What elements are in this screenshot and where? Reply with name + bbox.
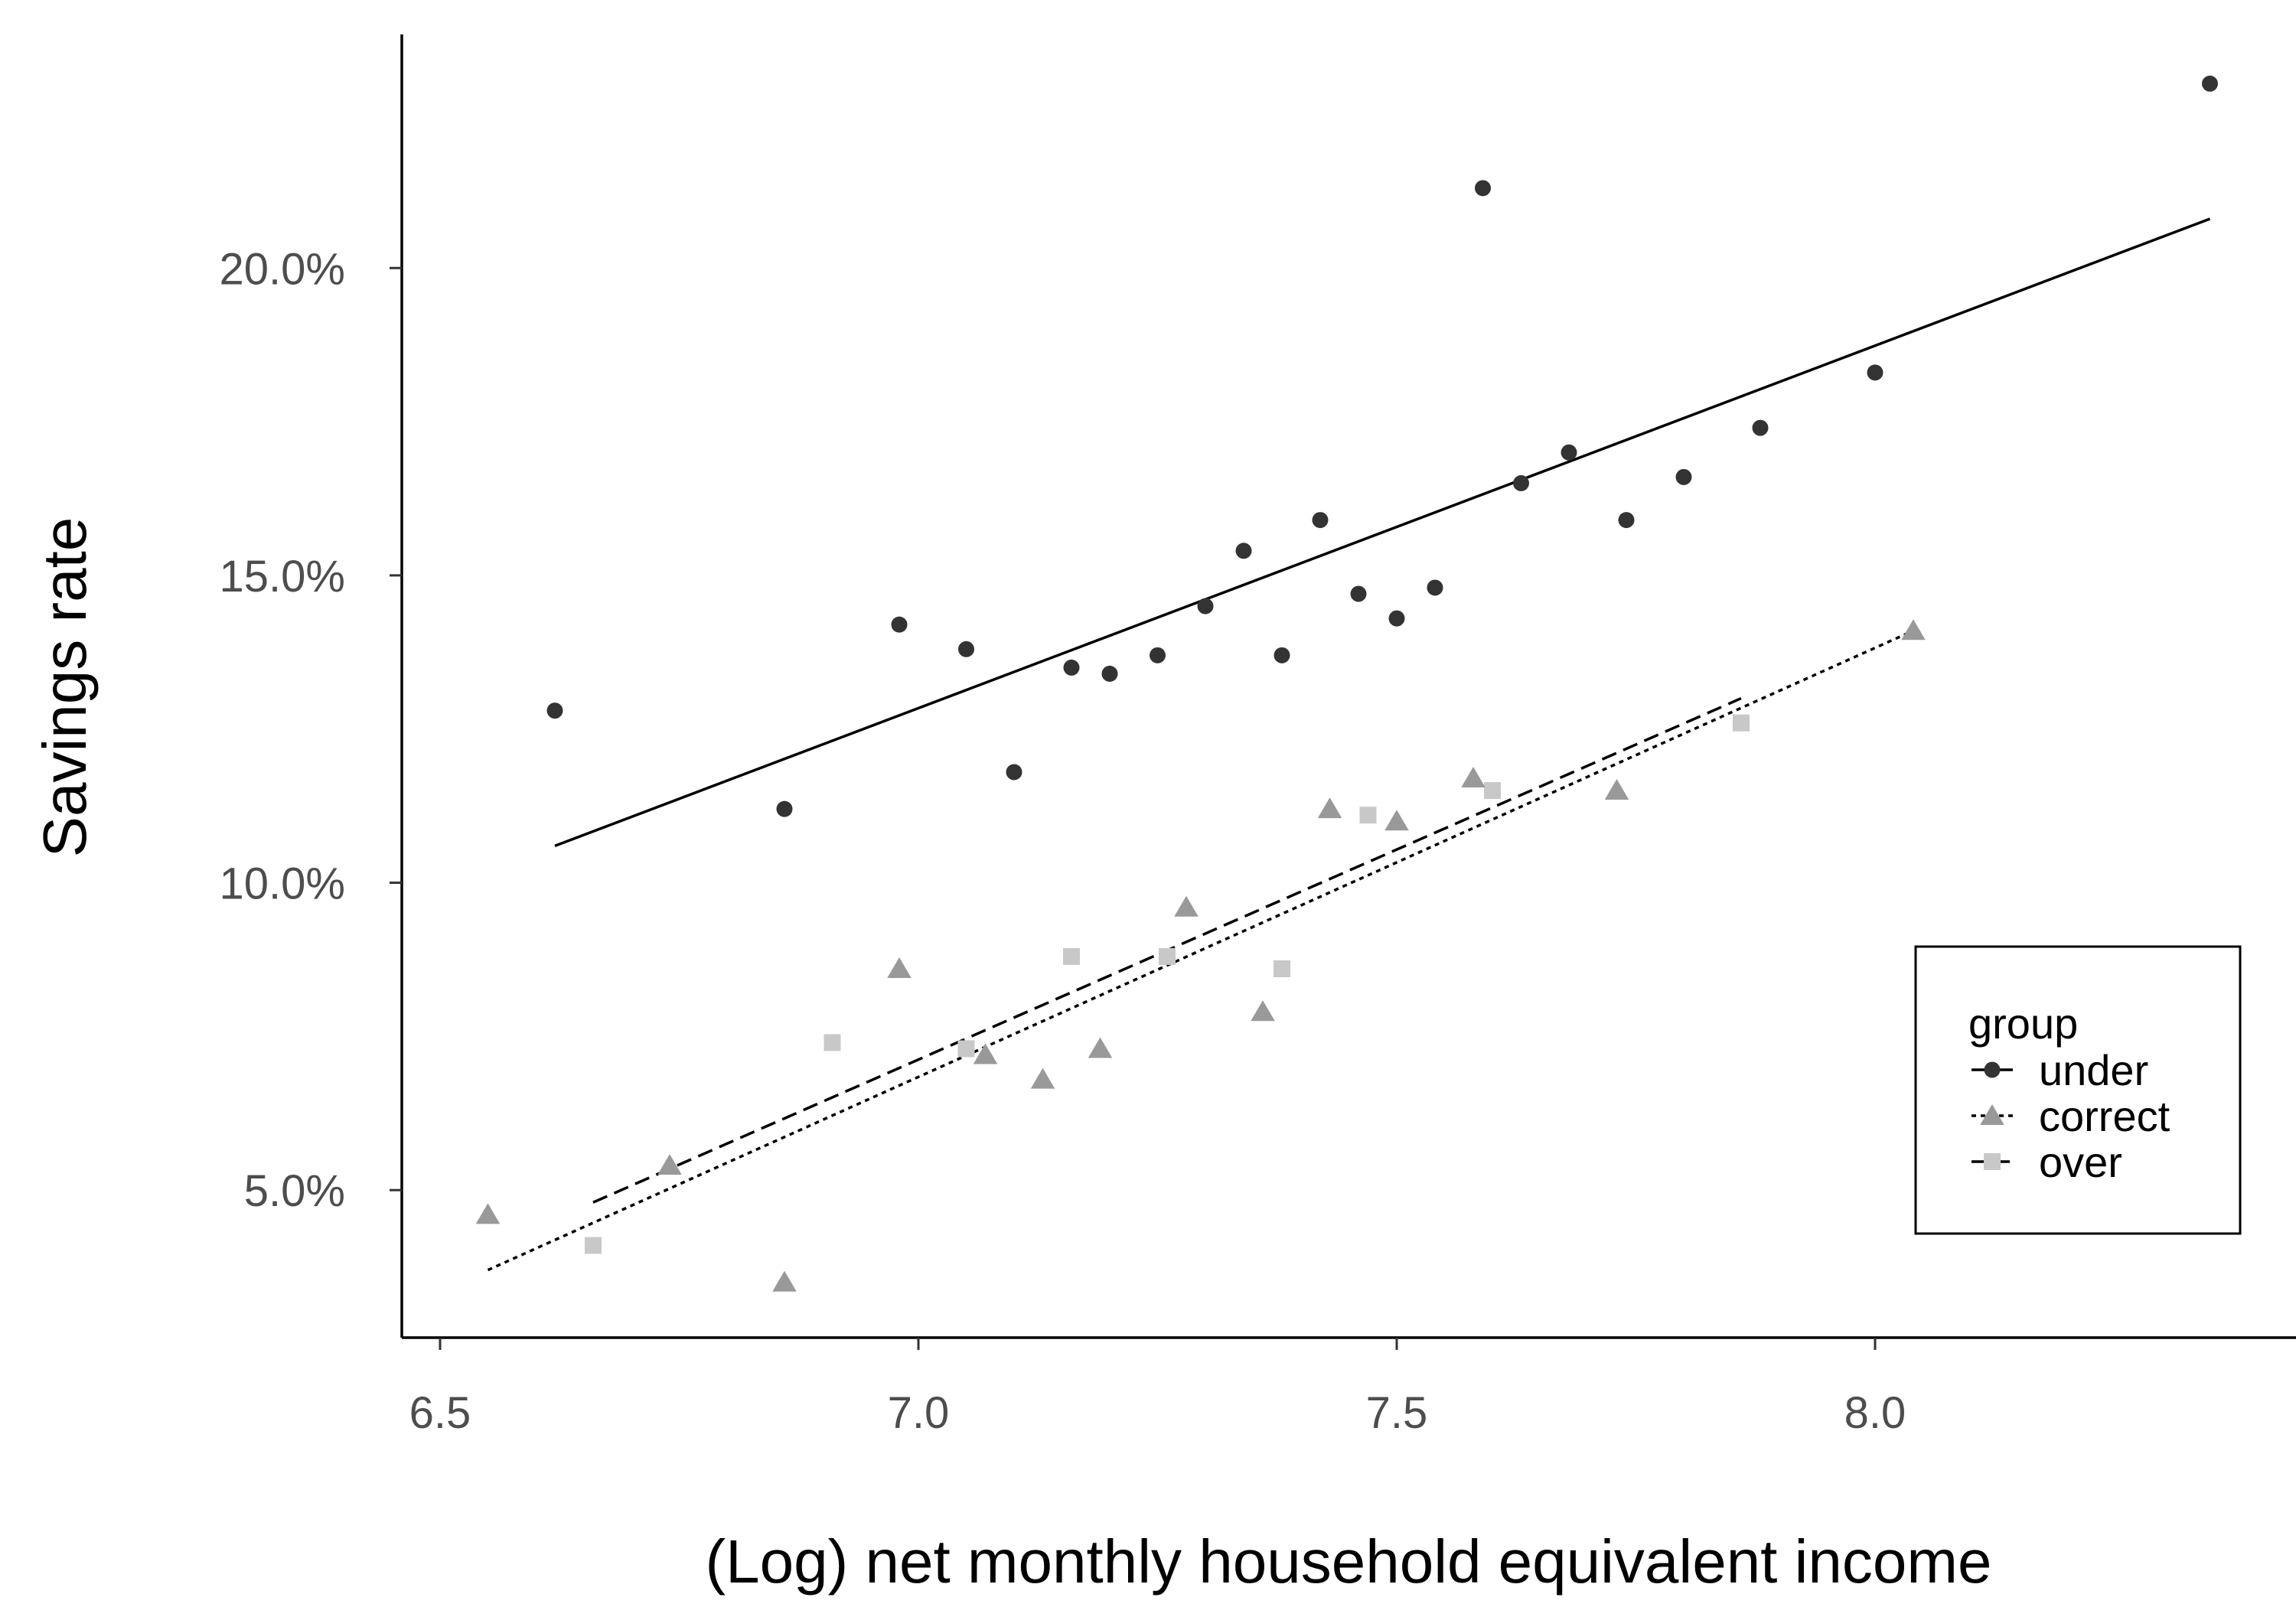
point-correct (657, 1154, 682, 1175)
point-under (1006, 764, 1022, 781)
point-under (776, 800, 793, 817)
y-axis-title: Savings rate (31, 517, 99, 858)
point-over (1733, 714, 1750, 732)
fit-line-under (554, 217, 2211, 847)
point-over (1159, 947, 1176, 965)
point-under (1197, 598, 1214, 614)
point-under (1063, 659, 1080, 676)
point-correct (1604, 779, 1629, 800)
point-over (1359, 807, 1377, 824)
legend-box (1914, 945, 2242, 1235)
point-under (1867, 364, 1883, 381)
point-over (823, 1034, 841, 1051)
point-under (1618, 512, 1635, 529)
point-under (1312, 512, 1329, 529)
legend-label: over (2039, 1138, 2122, 1186)
point-under (1101, 665, 1118, 682)
point-over (957, 1040, 975, 1058)
point-correct (1461, 766, 1486, 787)
legend-item-over: over (1971, 1138, 2122, 1186)
legend-key-marker (1984, 1061, 2001, 1078)
legend-title: group (1968, 999, 2078, 1048)
legend-label: under (2039, 1046, 2148, 1094)
point-correct (475, 1203, 501, 1224)
point-under (1427, 579, 1443, 596)
x-tick-label: 7.0 (888, 1388, 950, 1438)
point-over (1063, 947, 1080, 965)
point-under (1274, 647, 1290, 663)
legend-item-correct: correct (1971, 1092, 2170, 1140)
point-correct (1317, 797, 1342, 819)
point-under (1475, 180, 1491, 197)
point-correct (1088, 1037, 1113, 1058)
y-axis-ticks: 5.0% 10.0% 15.0% 20.0% (220, 244, 402, 1216)
point-correct (1251, 1000, 1275, 1022)
x-tick-label: 8.0 (1844, 1388, 1906, 1438)
legend-item-under: under (1971, 1046, 2148, 1094)
fit-line-correct (487, 629, 1914, 1272)
point-under (1752, 419, 1769, 436)
point-correct (973, 1043, 998, 1064)
point-over (1484, 782, 1501, 800)
x-axis-ticks: 6.5 7.0 7.5 8.0 (409, 1338, 1906, 1438)
point-under (1350, 585, 1367, 602)
point-correct (1174, 895, 1199, 917)
point-correct (772, 1270, 797, 1292)
point-correct (887, 957, 912, 979)
point-under (1235, 543, 1252, 559)
plot-area: 6.5 7.0 7.5 8.0 5.0% 10.0% 15.0% 20.0% (220, 34, 2296, 1438)
legend-label: correct (2039, 1092, 2170, 1140)
point-under (546, 702, 563, 719)
point-under (1561, 444, 1577, 461)
legend-key-marker (1984, 1153, 2001, 1170)
point-under (1513, 474, 1529, 491)
x-tick-label: 7.5 (1366, 1388, 1428, 1438)
point-correct (1901, 619, 1926, 641)
point-under (2202, 75, 2218, 92)
point-under (958, 641, 974, 657)
point-correct (1384, 810, 1409, 831)
x-axis-title: (Log) net monthly household equivalent i… (705, 1527, 1991, 1596)
x-tick-label: 6.5 (409, 1388, 471, 1438)
y-tick-label: 5.0% (244, 1166, 345, 1216)
point-under (1388, 610, 1405, 627)
point-under (891, 616, 908, 633)
data-points (475, 75, 2218, 1292)
point-correct (1030, 1068, 1055, 1089)
legend-key-marker (1980, 1104, 2004, 1125)
point-under (1150, 647, 1166, 663)
point-over (1274, 960, 1290, 978)
y-tick-label: 10.0% (220, 859, 345, 909)
point-under (1675, 468, 1692, 485)
y-tick-label: 20.0% (220, 244, 345, 294)
point-over (585, 1237, 602, 1254)
y-tick-label: 15.0% (220, 552, 345, 601)
